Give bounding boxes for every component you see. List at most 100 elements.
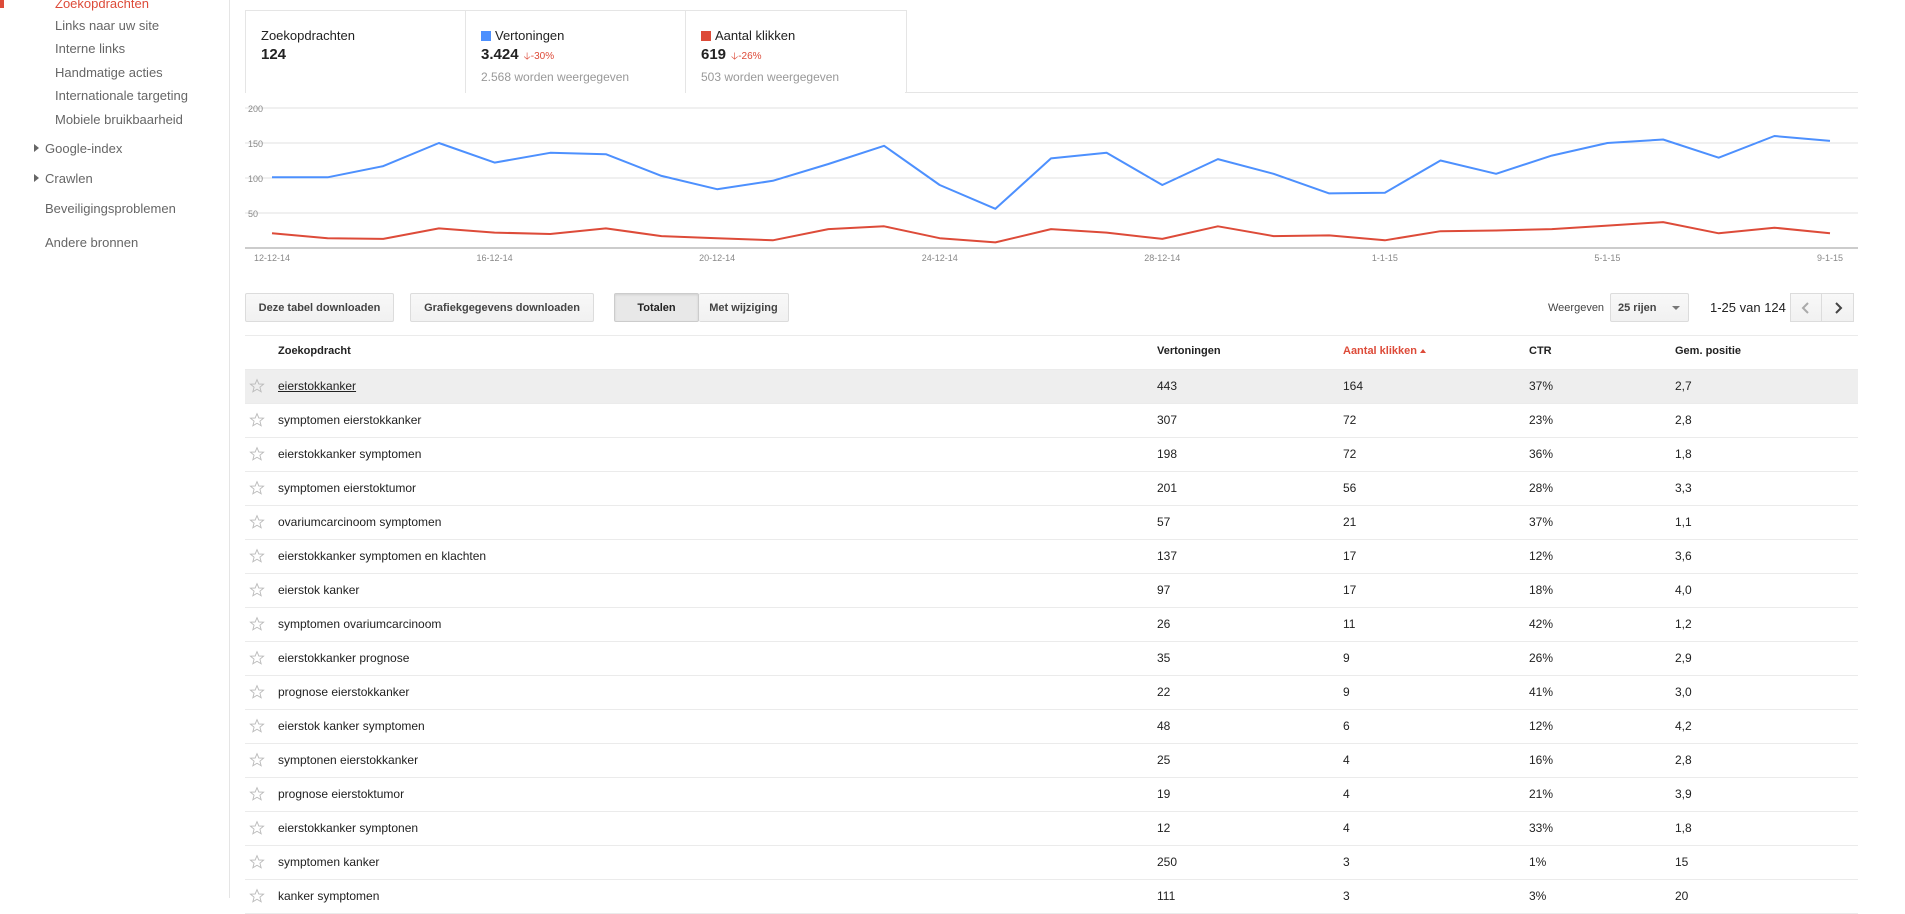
line-chart: 50 100 150 200 12-12-14 16-12-14 20-12-14 24-12… [245, 105, 1858, 263]
star-icon[interactable] [249, 582, 265, 598]
chevron-left-icon [1801, 301, 1809, 314]
sidebar-item-google-index[interactable]: Google-index [34, 141, 122, 156]
star-icon[interactable] [249, 786, 265, 802]
table-row: eierstokkanker symptonen 12 4 33% 1,8 [245, 812, 1858, 846]
metric-value-text: 619 [701, 46, 727, 63]
position-cell: 3,0 [1675, 685, 1692, 699]
query-cell[interactable]: eierstokkanker [278, 379, 357, 393]
blue-checkbox-icon[interactable] [481, 30, 491, 41]
metric-queries[interactable]: Zoekopdrachten 124 [246, 11, 466, 93]
query-cell[interactable]: symptomen ovariumcarcinoom [278, 617, 442, 631]
table-row: symptomen eierstoktumor 201 56 28% 3,3 [245, 472, 1858, 506]
x-tick-label: 20-12-14 [699, 253, 735, 263]
download-table-button[interactable]: Deze tabel downloaden [245, 293, 394, 322]
impressions-cell: 443 [1157, 379, 1178, 393]
table-row: eierstokkanker 443 164 37% 2,7 [245, 370, 1858, 404]
column-header-query[interactable]: Zoekopdracht [278, 345, 351, 357]
table-row: prognose eierstokkanker 22 9 41% 3,0 [245, 676, 1858, 710]
position-cell: 15 [1675, 855, 1689, 869]
clicks-cell: 4 [1343, 753, 1350, 767]
query-cell[interactable]: ovariumcarcinoom symptomen [278, 515, 442, 529]
position-cell: 20 [1675, 889, 1689, 903]
delta-badge: 🡣-30% [524, 49, 555, 66]
sidebar-item-andere-bronnen[interactable]: Andere bronnen [45, 235, 139, 250]
star-icon[interactable] [249, 650, 265, 666]
download-chart-data-button[interactable]: Grafiekgegevens downloaden [410, 293, 594, 322]
column-header-impressions[interactable]: Vertoningen [1157, 345, 1221, 357]
sidebar-item-interne-links[interactable]: Interne links [55, 41, 126, 56]
impressions-cell: 137 [1157, 549, 1178, 563]
metric-label-text: Vertoningen [495, 28, 565, 43]
metric-impressions[interactable]: Vertoningen 3.424 🡣-30% 2.568 worden weer… [466, 11, 686, 93]
star-icon[interactable] [249, 820, 265, 836]
x-tick-label: 1-1-15 [1372, 253, 1398, 263]
sidebar-item-label: Google-index [45, 141, 123, 156]
previous-page-button[interactable] [1790, 293, 1822, 322]
query-cell[interactable]: eierstok kanker [278, 583, 360, 597]
query-cell[interactable]: prognose eierstokkanker [278, 685, 410, 699]
queries-table: Zoekopdracht Vertoningen Aantal klikken … [245, 335, 1858, 914]
query-cell[interactable]: eierstok kanker symptomen [278, 719, 425, 733]
column-header-clicks[interactable]: Aantal klikken [1343, 345, 1426, 357]
with-change-toggle-button[interactable]: Met wijziging [699, 293, 789, 322]
sidebar-item-zoekopdrachten[interactable]: Zoekopdrachten [55, 0, 149, 11]
pagination-range: 1-25 van 124 [1710, 300, 1786, 315]
metric-value-text: 124 [261, 46, 287, 63]
query-cell[interactable]: symptomen eierstokkanker [278, 413, 422, 427]
star-icon[interactable] [249, 412, 265, 428]
star-icon[interactable] [249, 378, 265, 394]
query-cell[interactable]: symptomen kanker [278, 855, 380, 869]
next-page-button[interactable] [1822, 293, 1854, 322]
sidebar-item-handmatige-acties[interactable]: Handmatige acties [55, 65, 163, 80]
rows-per-page-select[interactable]: 25 rijen [1610, 293, 1689, 322]
ctr-cell: 18% [1529, 583, 1554, 597]
sidebar-item-links-naar-site[interactable]: Links naar uw site [55, 18, 160, 33]
star-icon[interactable] [249, 888, 265, 904]
star-icon[interactable] [249, 480, 265, 496]
sidebar-item-crawlen[interactable]: Crawlen [34, 171, 93, 186]
divider [905, 92, 1858, 93]
column-header-position[interactable]: Gem. positie [1675, 345, 1742, 357]
star-icon[interactable] [249, 752, 265, 768]
impressions-cell: 25 [1157, 753, 1171, 767]
clicks-cell: 4 [1343, 787, 1350, 801]
query-cell[interactable]: eierstokkanker symptonen [278, 821, 419, 835]
query-cell[interactable]: prognose eierstoktumor [278, 787, 405, 801]
star-icon[interactable] [249, 446, 265, 462]
query-cell[interactable]: eierstokkanker symptomen [278, 447, 422, 461]
sidebar-item-beveiligingsproblemen[interactable]: Beveiligingsproblemen [45, 201, 176, 216]
metric-value: 619 🡣-26% [701, 46, 906, 66]
query-cell[interactable]: eierstokkanker prognose [278, 651, 410, 665]
ctr-cell: 28% [1529, 481, 1554, 495]
star-icon[interactable] [249, 854, 265, 870]
sidebar-item-mobiele-bruikbaarheid[interactable]: Mobiele bruikbaarheid [55, 112, 183, 127]
query-cell[interactable]: kanker symptomen [278, 889, 380, 903]
position-cell: 3,3 [1675, 481, 1692, 495]
star-icon[interactable] [249, 548, 265, 564]
y-tick-label: 200 [248, 105, 263, 114]
table-body: eierstokkanker 443 164 37% 2,7 symptomen eier… [245, 370, 1858, 914]
star-icon[interactable] [249, 718, 265, 734]
table-row: eierstokkanker symptomen 198 72 36% 1,8 [245, 438, 1858, 472]
totals-toggle-button[interactable]: Totalen [614, 293, 699, 322]
query-cell[interactable]: eierstokkanker symptomen en klachten [278, 549, 487, 563]
y-tick-label: 150 [248, 139, 263, 149]
ctr-cell: 26% [1529, 651, 1554, 665]
star-icon[interactable] [249, 514, 265, 530]
ctr-cell: 21% [1529, 787, 1554, 801]
star-icon[interactable] [249, 684, 265, 700]
query-cell[interactable]: symptonen eierstokkanker [278, 753, 419, 767]
metric-label-text: Zoekopdrachten [261, 28, 355, 43]
star-icon[interactable] [249, 616, 265, 632]
metric-label: Zoekopdrachten [261, 28, 465, 43]
metric-clicks[interactable]: Aantal klikken 619 🡣-26% 503 worden weerg… [686, 11, 906, 93]
ctr-cell: 12% [1529, 549, 1554, 563]
column-header-ctr[interactable]: CTR [1529, 345, 1552, 357]
metric-label: Vertoningen [481, 28, 685, 43]
x-tick-label: 5-1-15 [1594, 253, 1620, 263]
y-tick-label: 50 [248, 209, 258, 219]
query-cell[interactable]: symptomen eierstoktumor [278, 481, 417, 495]
red-checkbox-icon[interactable] [701, 30, 711, 41]
sidebar-item-internationale-targeting[interactable]: Internationale targeting [55, 88, 188, 103]
ctr-cell: 33% [1529, 821, 1554, 835]
